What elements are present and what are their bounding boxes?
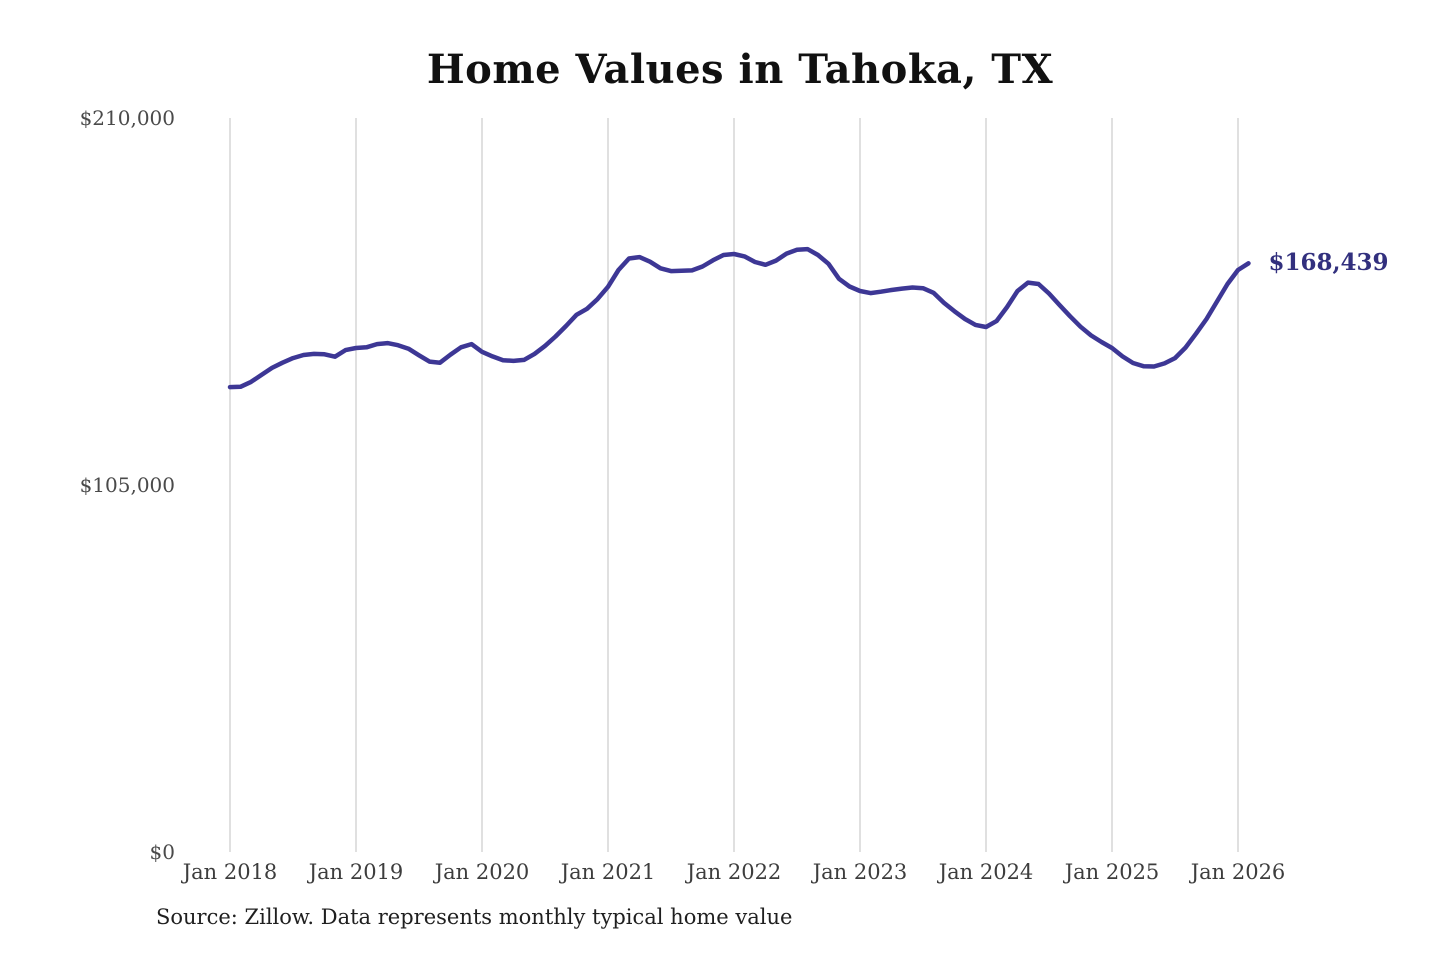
end-value-label: $168,439 [1268, 249, 1389, 277]
gridlines [229, 118, 1239, 852]
x-axis-label: Jan 2018 [182, 860, 278, 884]
y-axis-label: $210,000 [79, 106, 175, 130]
x-axis-label: Jan 2020 [434, 860, 530, 884]
x-axis-label: Jan 2022 [686, 860, 782, 884]
x-axis-label: Jan 2025 [1064, 860, 1160, 884]
chart-title: Home Values in Tahoka, TX [426, 46, 1054, 93]
x-axis-label: Jan 2023 [812, 860, 908, 884]
x-axis-label: Jan 2024 [938, 860, 1034, 884]
y-axis-label: $0 [149, 840, 175, 864]
x-axis-label: Jan 2026 [1190, 860, 1286, 884]
x-axis-label: Jan 2021 [560, 860, 656, 884]
y-axis-label: $105,000 [79, 473, 175, 497]
x-axis-label: Jan 2019 [308, 860, 404, 884]
source-note: Source: Zillow. Data represents monthly … [156, 905, 793, 929]
home-value-line [227, 246, 1251, 390]
